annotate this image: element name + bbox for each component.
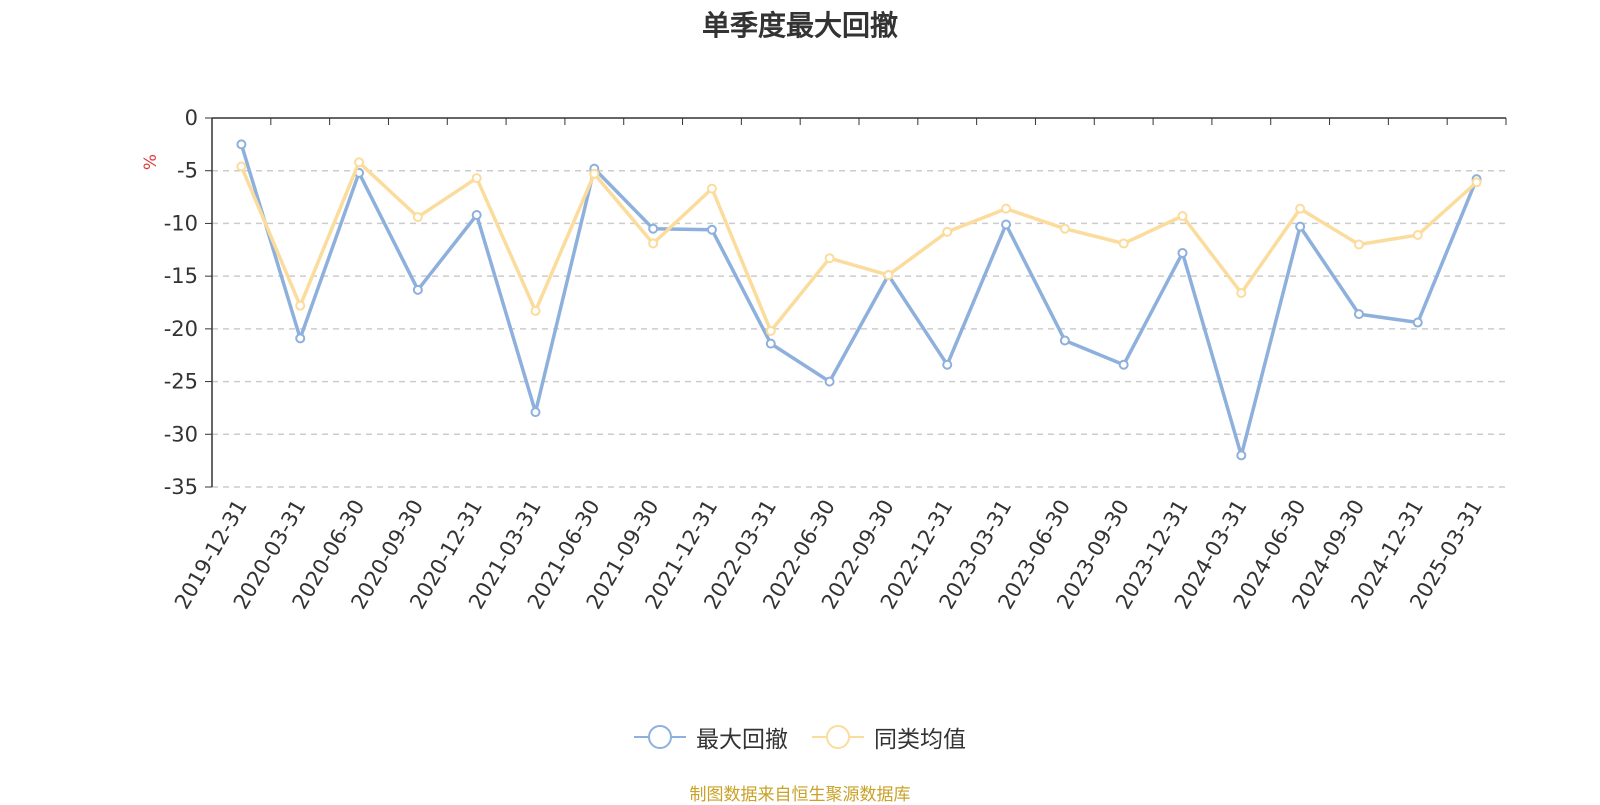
- series-line: [239, 160, 1478, 333]
- data-point: [589, 168, 600, 179]
- data-point: [530, 305, 541, 316]
- y-tick-label: -15: [164, 264, 198, 288]
- data-point: [530, 407, 541, 418]
- data-point: [1236, 450, 1247, 461]
- data-point: [1353, 239, 1364, 250]
- data-point: [942, 226, 953, 237]
- legend-label: 最大回撤: [696, 727, 788, 753]
- y-tick-label: -30: [164, 422, 198, 446]
- data-point: [236, 139, 247, 150]
- data-point: [706, 224, 717, 235]
- data-point: [706, 183, 717, 194]
- data-point: [765, 338, 776, 349]
- data-point: [1412, 317, 1423, 328]
- series-line: [239, 143, 1479, 458]
- data-point: [1118, 238, 1129, 249]
- legend-item-peer-average[interactable]: 同类均值: [812, 720, 966, 754]
- data-point: [295, 333, 306, 344]
- y-tick-label: -20: [164, 317, 198, 341]
- y-tick-label: -5: [177, 159, 198, 183]
- legend-circle-icon: [812, 725, 864, 749]
- data-point: [236, 161, 247, 172]
- data-point: [471, 209, 482, 220]
- data-point: [648, 238, 659, 249]
- legend-label: 同类均值: [874, 727, 966, 753]
- data-point: [765, 325, 776, 336]
- data-point: [412, 284, 423, 295]
- data-point: [1001, 219, 1012, 230]
- y-tick-label: -10: [164, 211, 198, 235]
- data-point: [1471, 177, 1482, 188]
- data-point: [354, 157, 365, 168]
- data-point: [883, 270, 894, 281]
- legend-item-drawdown[interactable]: 最大回撤: [634, 720, 788, 754]
- data-point: [1295, 221, 1306, 232]
- data-point: [412, 212, 423, 223]
- data-point: [824, 376, 835, 387]
- data-point: [1059, 335, 1070, 346]
- series-layer: [236, 139, 1482, 461]
- chart-title: 单季度最大回撤: [701, 9, 898, 42]
- legend-circle-icon: [634, 725, 686, 749]
- data-point: [1177, 211, 1188, 222]
- data-point: [1236, 288, 1247, 299]
- source-note: 制图数据来自恒生聚源数据库: [689, 785, 911, 805]
- data-point: [1353, 309, 1364, 320]
- data-point: [1177, 247, 1188, 258]
- data-point: [1001, 203, 1012, 214]
- data-point: [1059, 223, 1070, 234]
- y-tick-label: -35: [164, 475, 198, 499]
- y-tick-label: -25: [164, 370, 198, 394]
- data-point: [471, 173, 482, 184]
- y-tick-label: 0: [185, 106, 198, 130]
- data-point: [942, 359, 953, 370]
- y-axis-label: %: [141, 154, 161, 170]
- data-point: [1118, 359, 1129, 370]
- data-point: [1412, 230, 1423, 241]
- data-point: [1295, 203, 1306, 214]
- data-point: [824, 253, 835, 264]
- data-point: [295, 300, 306, 311]
- legend: 最大回撤 同类均值: [0, 720, 1600, 754]
- data-point: [648, 223, 659, 234]
